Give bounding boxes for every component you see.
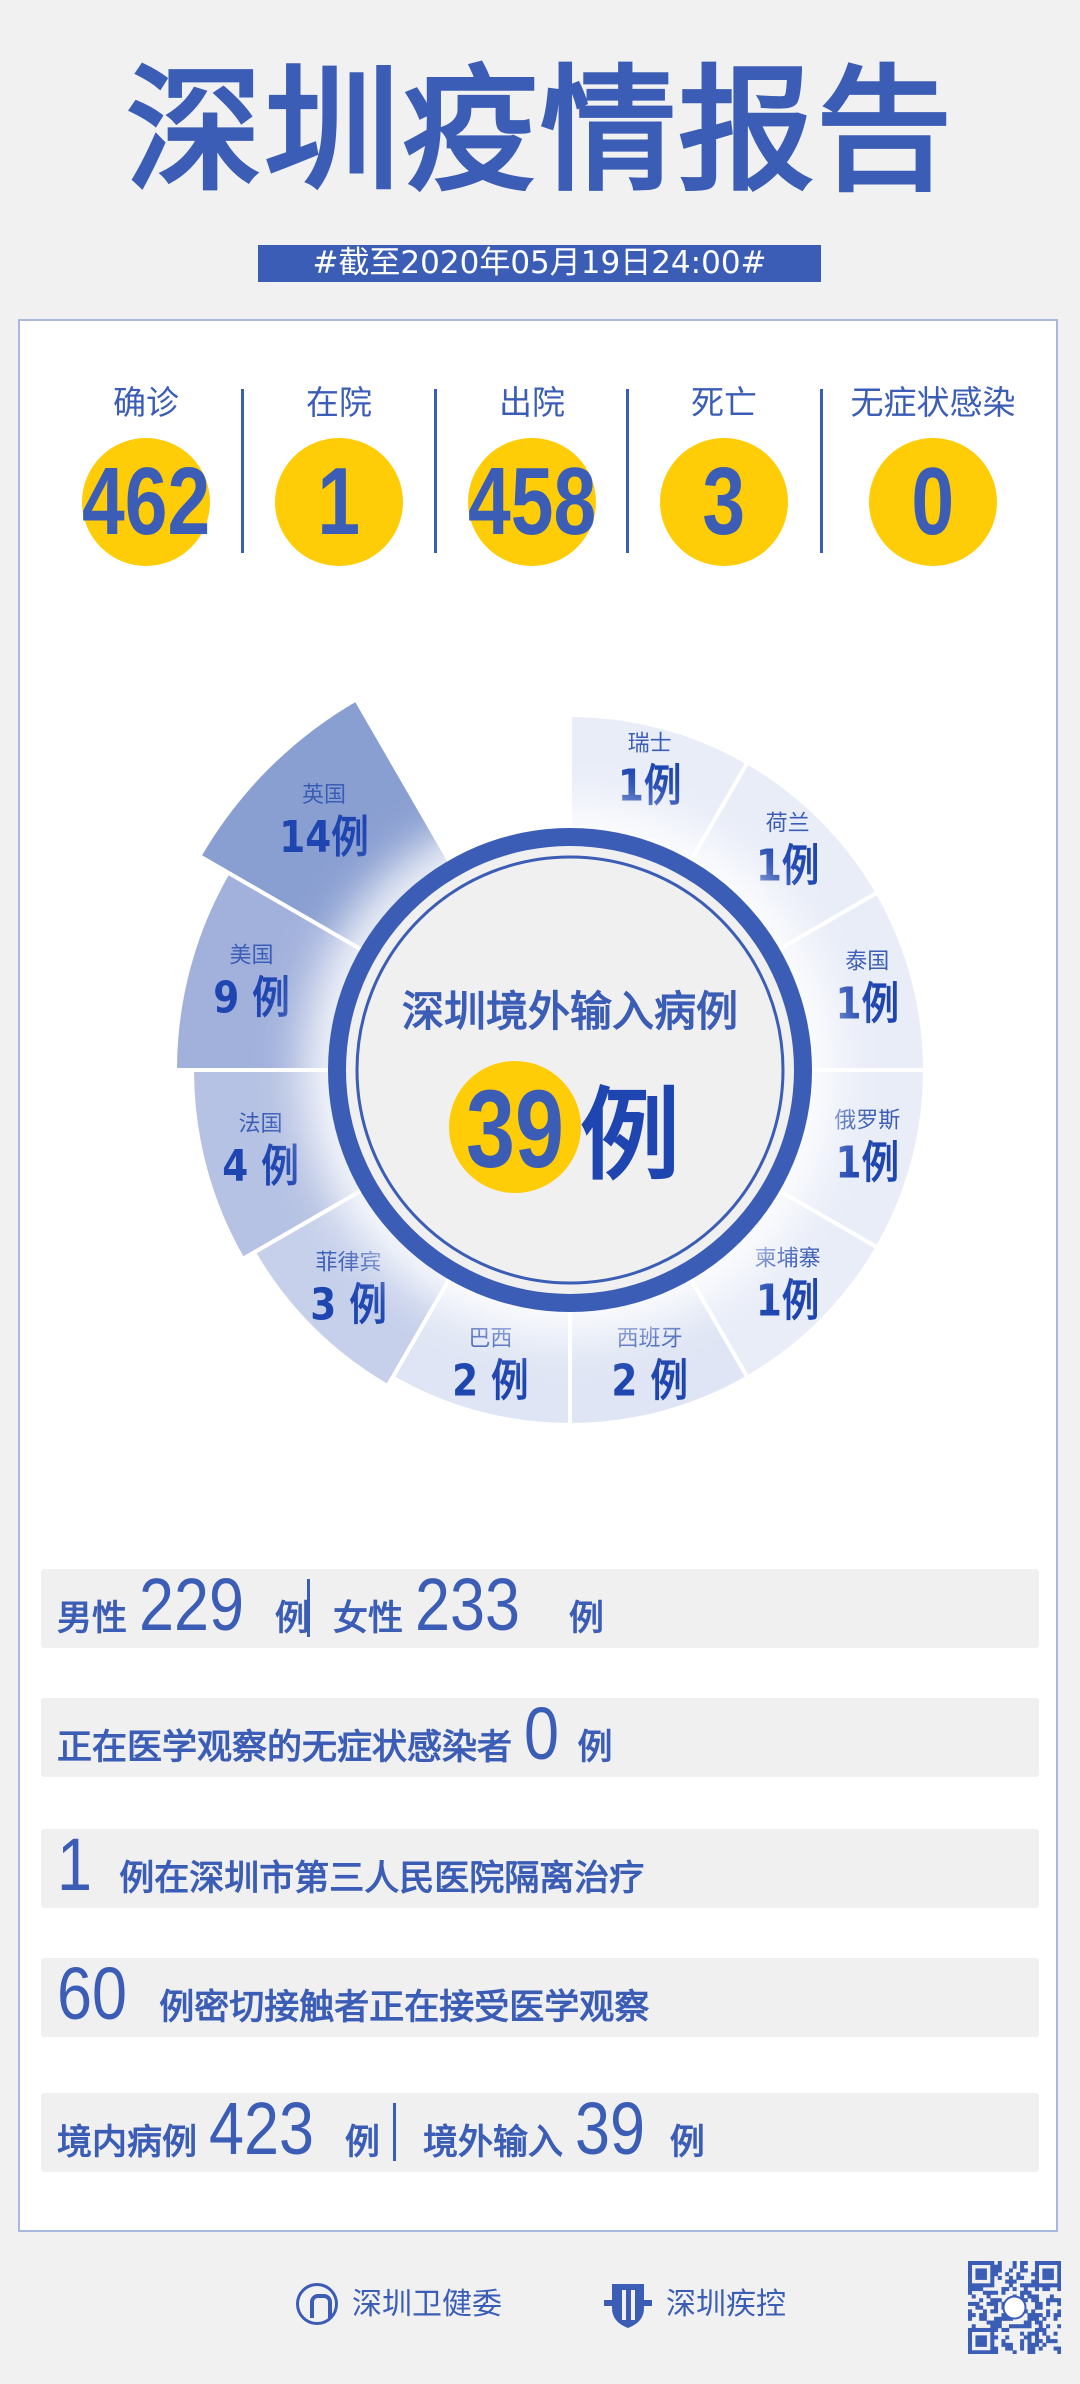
center-disc bbox=[346, 846, 794, 1294]
contacts-value: 60 bbox=[57, 1952, 127, 2035]
center-value-circle bbox=[449, 1061, 581, 1193]
origin-row: 境内病例 423 例 境外输入 39 例 bbox=[41, 2087, 1039, 2172]
female-value: 233 bbox=[415, 1563, 521, 1646]
male-unit: 例 bbox=[274, 1599, 310, 1639]
center-title: 深圳境外输入病例 bbox=[402, 987, 738, 1036]
stat-label-deaths: 死亡 bbox=[691, 383, 757, 422]
stat-value-discharged: 458 bbox=[467, 448, 597, 555]
stat-confirmed: 462 bbox=[82, 438, 210, 566]
sector-value: 4 例 bbox=[222, 1140, 298, 1192]
center-unit: 例 bbox=[580, 1077, 680, 1194]
import-unit: 例 bbox=[669, 2123, 705, 2163]
health-commission-logo-icon bbox=[296, 2283, 338, 2325]
asymptomatic-value: 0 bbox=[524, 1692, 560, 1775]
local-value: 423 bbox=[209, 2087, 315, 2170]
footer-org-cdc: 深圳疾控 bbox=[666, 2287, 786, 2322]
sector-value: 1例 bbox=[618, 760, 681, 812]
qr-code-icon[interactable] bbox=[968, 2261, 1061, 2354]
stat-value-asymptomatic: 0 bbox=[911, 448, 955, 555]
center-value: 39 bbox=[466, 1069, 564, 1192]
sector-label: 俄罗斯 bbox=[834, 1109, 900, 1134]
sector-value: 1例 bbox=[756, 839, 819, 891]
sector-value: 1例 bbox=[756, 1275, 819, 1327]
local-label: 境内病例 bbox=[57, 2123, 198, 2163]
stat-value-deaths: 3 bbox=[702, 448, 746, 555]
hospital-row: 1 例在深圳市第三人民医院隔离治疗 bbox=[41, 1823, 1039, 1908]
local-unit: 例 bbox=[344, 2123, 380, 2163]
asymptomatic-text: 正在医学观察的无症状感染者 bbox=[57, 1728, 513, 1768]
stat-value-confirmed: 462 bbox=[81, 448, 211, 555]
stat-label-hospitalized: 在院 bbox=[306, 383, 372, 422]
sector-label: 英国 bbox=[302, 783, 346, 808]
divider bbox=[434, 389, 437, 553]
stat-label-confirmed: 确诊 bbox=[113, 383, 179, 422]
stat-label-asymptomatic: 无症状感染 bbox=[850, 383, 1016, 422]
sector-label: 巴西 bbox=[468, 1326, 512, 1351]
sector-value: 14例 bbox=[279, 811, 368, 863]
sector-label: 瑞士 bbox=[628, 732, 672, 757]
sector-label: 美国 bbox=[229, 944, 273, 969]
date-banner: #截至2020年05月19日24:00# bbox=[258, 245, 821, 282]
sector-label: 荷兰 bbox=[766, 811, 810, 836]
stat-discharged: 458 bbox=[468, 438, 596, 566]
sector-label: 泰国 bbox=[845, 949, 889, 974]
asymptomatic-row: 正在医学观察的无症状感染者 0 例 bbox=[41, 1692, 1039, 1777]
sector-value: 2 例 bbox=[452, 1354, 528, 1406]
import-label: 境外输入 bbox=[423, 2123, 564, 2163]
divider bbox=[393, 2103, 396, 2161]
stat-label-discharged: 出院 bbox=[499, 383, 565, 422]
female-unit: 例 bbox=[568, 1599, 604, 1639]
female-label: 女性 bbox=[333, 1599, 404, 1639]
male-label: 男性 bbox=[57, 1599, 128, 1639]
page-title: 深圳疫情报告 bbox=[126, 53, 954, 211]
stat-deaths: 3 bbox=[660, 438, 788, 566]
gender-row: 男性 229 例 女性 233 例 bbox=[41, 1563, 1039, 1648]
sector-value: 3 例 bbox=[310, 1279, 386, 1331]
hospital-text: 例在深圳市第三人民医院隔离治疗 bbox=[119, 1859, 645, 1899]
sector-label: 菲律宾 bbox=[315, 1251, 381, 1276]
center-inner-ring bbox=[355, 855, 785, 1285]
footer-org-health-commission: 深圳卫健委 bbox=[352, 2287, 502, 2322]
asymptomatic-unit: 例 bbox=[577, 1728, 613, 1768]
contacts-text: 例密切接触者正在接受医学观察 bbox=[159, 1988, 650, 2028]
sector-value: 2 例 bbox=[611, 1354, 687, 1406]
stat-value-hospitalized: 1 bbox=[317, 448, 361, 555]
contacts-row: 60 例密切接触者正在接受医学观察 bbox=[41, 1952, 1039, 2037]
import-value: 39 bbox=[575, 2087, 646, 2170]
sector-value: 1例 bbox=[836, 977, 899, 1029]
cdc-logo-icon bbox=[604, 2284, 652, 2328]
sector-label: 法国 bbox=[239, 1112, 283, 1137]
male-value: 229 bbox=[139, 1563, 245, 1646]
divider bbox=[307, 1579, 310, 1637]
hospital-value: 1 bbox=[57, 1823, 92, 1906]
divider bbox=[626, 389, 629, 553]
stat-hospitalized: 1 bbox=[275, 438, 403, 566]
sector-value: 1例 bbox=[836, 1137, 899, 1189]
stat-asymptomatic: 0 bbox=[869, 438, 997, 566]
divider bbox=[820, 389, 823, 553]
sector-value: 9 例 bbox=[213, 972, 289, 1024]
divider bbox=[241, 389, 244, 553]
